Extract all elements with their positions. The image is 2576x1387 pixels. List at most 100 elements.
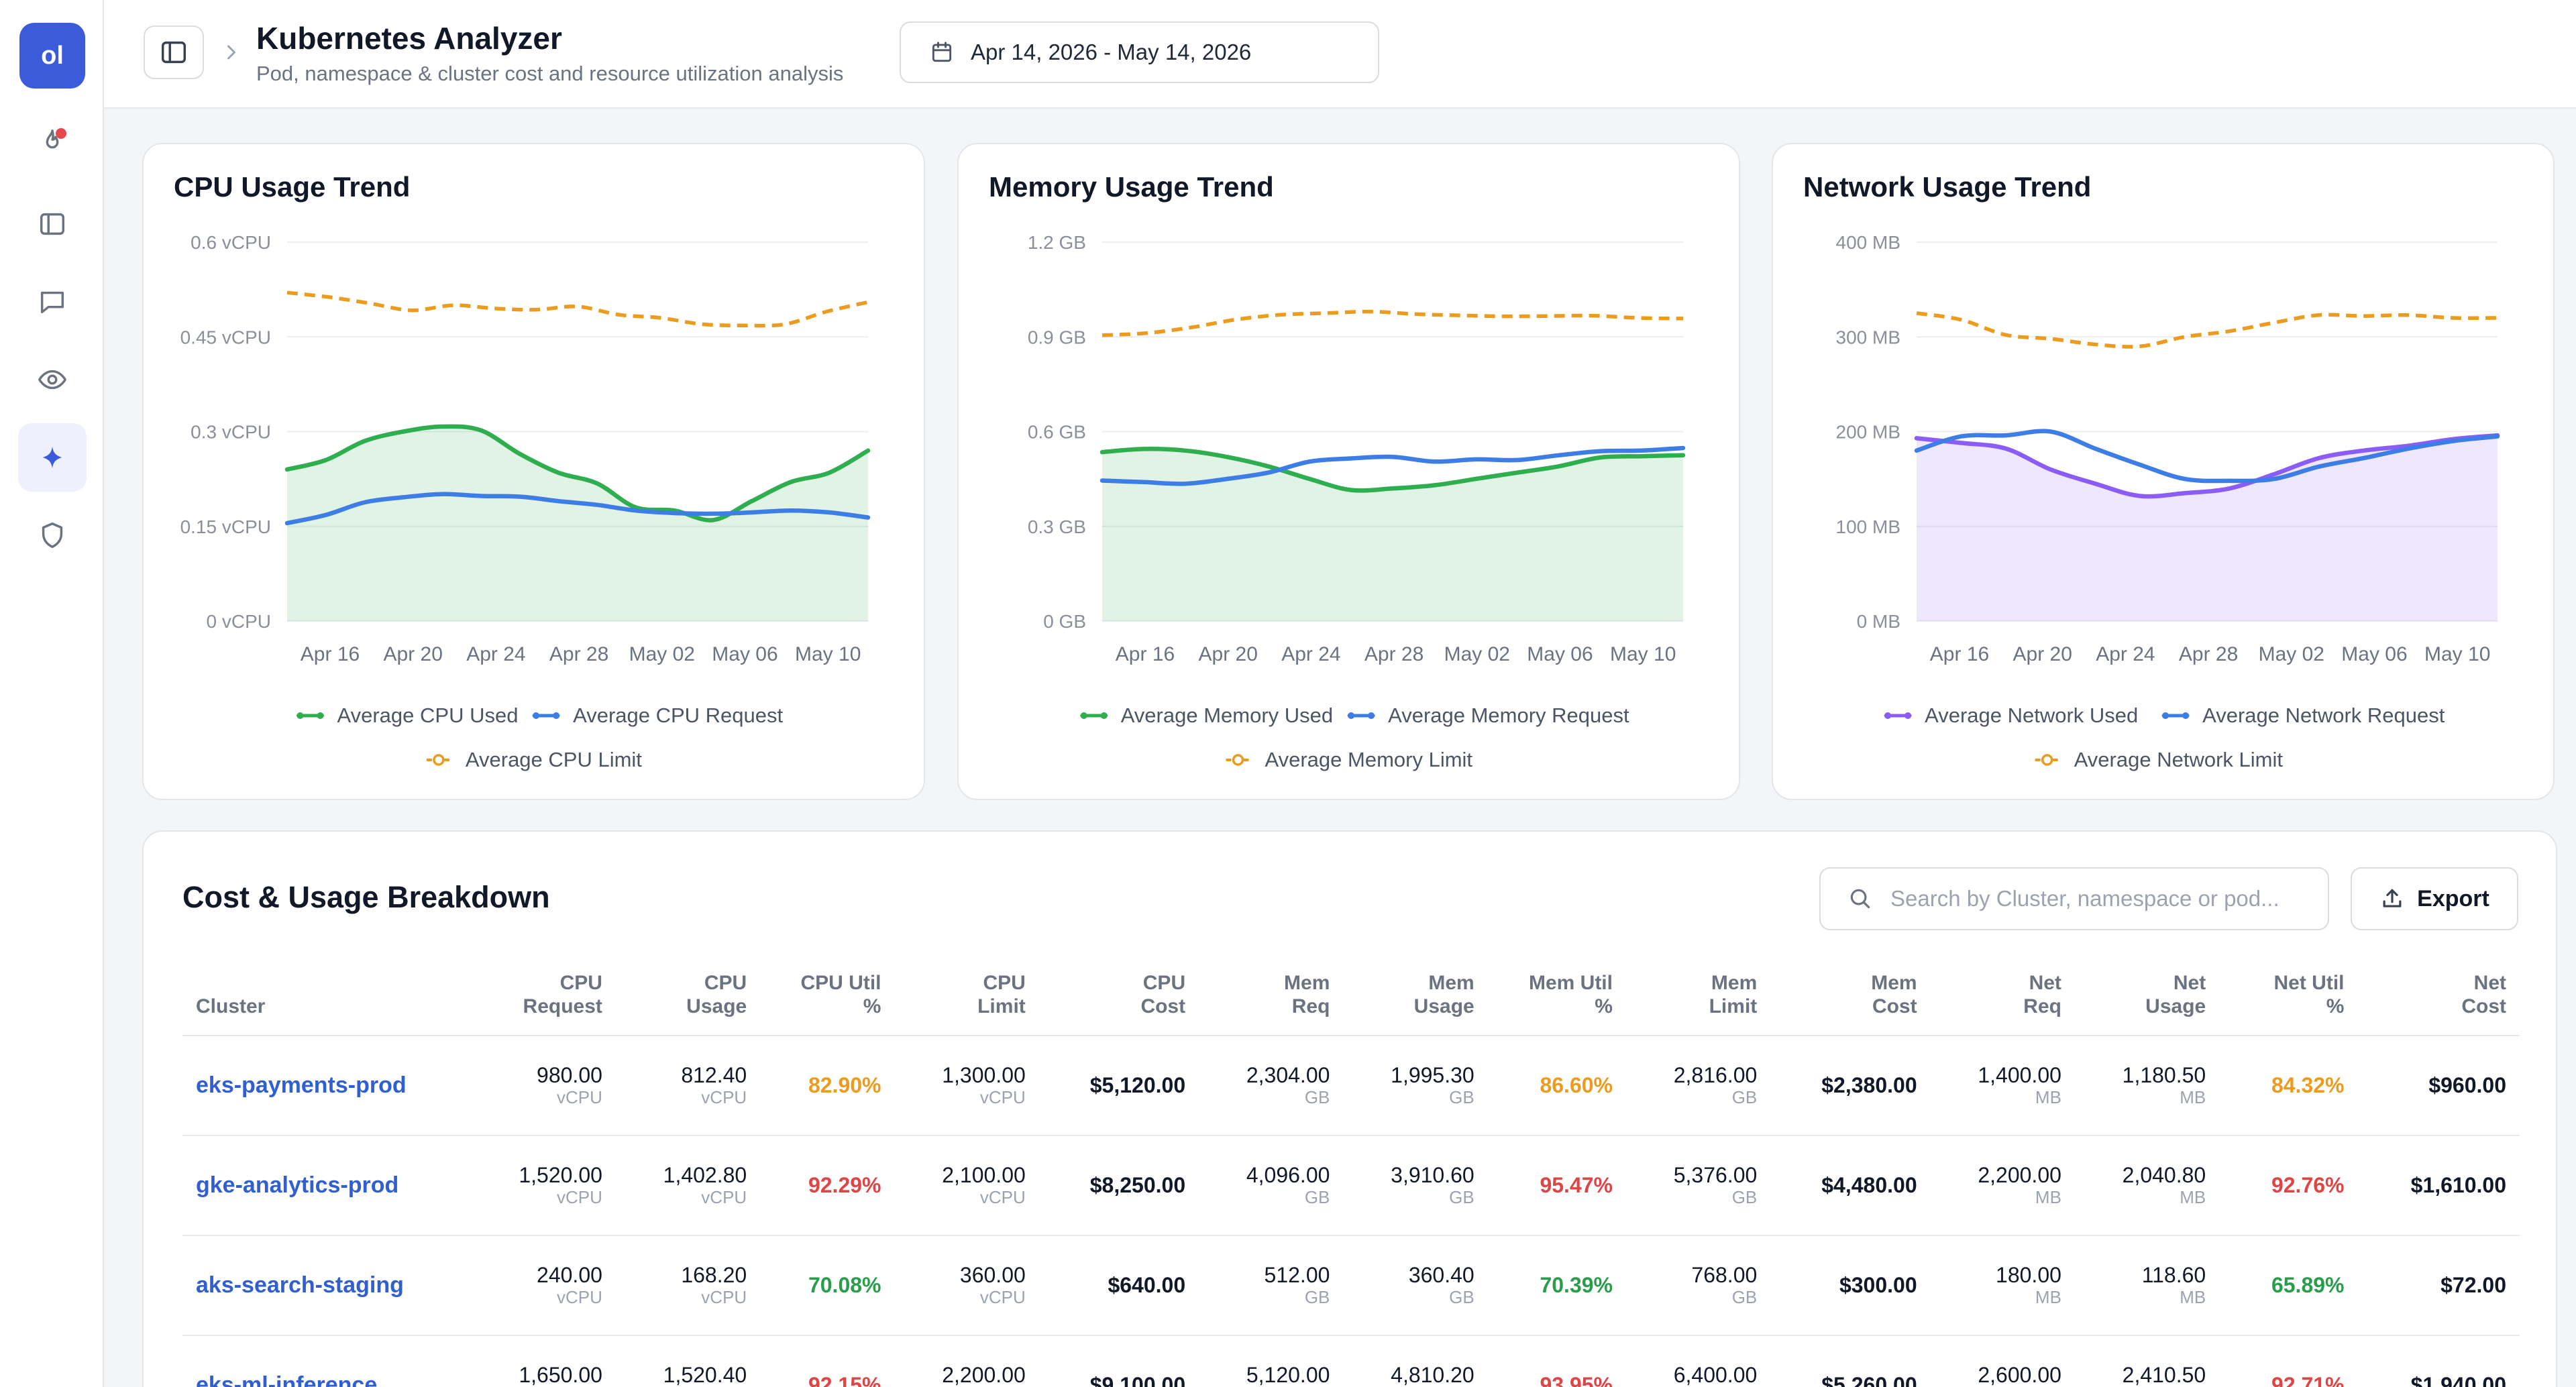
col-header-mem-usage[interactable]: Mem Usage xyxy=(1343,966,1488,1036)
sidebar-item-panels[interactable] xyxy=(18,190,87,258)
cell-value: 240.00 xyxy=(537,1263,602,1288)
table-cell: 2,304.00 GB xyxy=(1199,1035,1344,1136)
col-header-cpu-usage[interactable]: CPU Usage xyxy=(615,966,761,1036)
col-header-cluster[interactable]: Cluster xyxy=(182,966,472,1036)
cost-value: $5,260.00 xyxy=(1821,1372,1917,1387)
cell-value: 512.00 xyxy=(1264,1263,1330,1288)
table-cell: 180.00 MB xyxy=(1930,1235,2075,1336)
series-line xyxy=(1916,311,2498,349)
cluster-link[interactable]: eks-ml-inference xyxy=(196,1372,378,1387)
search-input[interactable] xyxy=(1890,886,2306,911)
cost-value: $72.00 xyxy=(2440,1272,2506,1297)
table-cell: $4,480.00 xyxy=(1770,1135,1931,1236)
table-row[interactable]: aks-search-staging 240.00 vCPU 168.20 vCPU 70… xyxy=(182,1235,2520,1336)
cell-unit: vCPU xyxy=(557,1087,602,1107)
series-line xyxy=(284,424,871,522)
cell-value: 118.60 xyxy=(2141,1263,2206,1288)
util-percent: 92.29% xyxy=(808,1172,881,1197)
sidebar-item-analyzer[interactable] xyxy=(18,423,87,492)
table-row[interactable]: eks-payments-prod 980.00 vCPU 812.40 vCPU 82.… xyxy=(182,1035,2520,1136)
table-cell: 1,300.00 vCPU xyxy=(894,1035,1039,1136)
x-tick-label: May 10 xyxy=(1610,643,1676,665)
col-header-cpu-limit[interactable]: CPU Limit xyxy=(894,966,1039,1036)
cell-value: 2,410.50 xyxy=(2122,1363,2206,1387)
sidebar-item-watch[interactable] xyxy=(18,345,87,414)
cell-unit: MB xyxy=(2035,1186,2061,1207)
cell-value: 4,810.20 xyxy=(1391,1363,1474,1387)
col-header-cpu-cost[interactable]: CPU Cost xyxy=(1038,966,1199,1036)
util-percent: 93.95% xyxy=(1540,1372,1613,1387)
cluster-link[interactable]: aks-search-staging xyxy=(196,1272,404,1298)
cell-value: 2,100.00 xyxy=(942,1163,1026,1188)
date-range-picker[interactable]: Apr 14, 2026 - May 14, 2026 xyxy=(900,21,1379,83)
cell-unit: GB xyxy=(1449,1186,1474,1207)
cluster-link[interactable]: eks-payments-prod xyxy=(196,1072,407,1098)
legend-marker xyxy=(2182,712,2190,719)
toggle-sidebar-button[interactable] xyxy=(144,25,204,79)
table-cell: eks-ml-inference xyxy=(182,1335,472,1387)
x-tick-label: May 06 xyxy=(712,643,777,665)
util-percent: 84.32% xyxy=(2271,1072,2345,1097)
cell-unit: GB xyxy=(1304,1186,1330,1207)
cell-unit: GB xyxy=(1304,1286,1330,1307)
x-tick-label: May 06 xyxy=(1527,643,1593,665)
cell-value: 2,200.00 xyxy=(942,1363,1026,1387)
chart-title: CPU Usage Trend xyxy=(174,171,411,203)
y-tick-label: 0 MB xyxy=(1857,611,1900,632)
col-header-cpu-util[interactable]: CPU Util% xyxy=(760,966,895,1036)
col-header-mem-util[interactable]: Mem Util% xyxy=(1487,966,1626,1036)
legend-marker xyxy=(1368,712,1375,719)
table-cell: 980.00 vCPU xyxy=(471,1035,616,1136)
memory-usage-chart-card: Memory Usage Trend 0 GB 0.3 GB 0.6 GB 0.9 G… xyxy=(957,143,1740,800)
network-usage-chart: 0 MB 100 MB 200 MB 300 MB 400 MB Apr 16 Apr 20… xyxy=(1836,232,2500,771)
x-tick-label: May 02 xyxy=(629,643,695,665)
cell-value: 1,300.00 xyxy=(942,1063,1026,1088)
table-row[interactable]: eks-ml-inference 1,650.00vCPU1,520.40vCPU… xyxy=(182,1335,2520,1387)
app-logo[interactable]: ol xyxy=(19,23,85,89)
col-header-net-usage[interactable]: Net Usage xyxy=(2074,966,2220,1036)
cost-value: $1,610.00 xyxy=(2410,1172,2506,1197)
col-header-mem-cost[interactable]: Mem Cost xyxy=(1770,966,1931,1036)
shield-icon xyxy=(42,522,63,548)
cluster-link[interactable]: gke-analytics-prod xyxy=(196,1172,399,1198)
search-field[interactable] xyxy=(1819,867,2329,930)
table-row[interactable]: gke-analytics-prod 1,520.00 vCPU 1,402.80 vC… xyxy=(182,1135,2520,1236)
y-tick-label: 0.3 vCPU xyxy=(191,422,271,443)
sidebar-item-security[interactable] xyxy=(18,501,87,569)
legend-marker xyxy=(553,712,560,719)
table-cell: $960.00 xyxy=(2357,1035,2520,1136)
x-tick-label: Apr 16 xyxy=(1116,643,1175,665)
table-cell: 1,995.30 GB xyxy=(1343,1035,1488,1136)
col-header-cpu-request[interactable]: CPU Request xyxy=(471,966,616,1036)
table-cell: 168.20 vCPU xyxy=(615,1235,761,1336)
col-header-mem-limit[interactable]: Mem Limit xyxy=(1625,966,1771,1036)
legend-marker xyxy=(1232,754,1244,766)
page-title: Kubernetes Analyzer xyxy=(256,21,562,56)
sidebar-item-chat[interactable] xyxy=(18,268,87,336)
table-cell: 118.60 MB xyxy=(2074,1235,2220,1336)
table-cell: 1,520.00 vCPU xyxy=(471,1135,616,1236)
x-tick-label: May 06 xyxy=(2341,643,2407,665)
legend-marker xyxy=(1884,712,1892,719)
col-header-net-req[interactable]: Net Req xyxy=(1930,966,2075,1036)
col-header-mem-req[interactable]: Mem Req xyxy=(1199,966,1344,1036)
table-cell: eks-payments-prod xyxy=(182,1035,472,1136)
y-tick-label: 0.6 GB xyxy=(1028,422,1086,443)
chevron-right-icon xyxy=(227,45,235,60)
legend-label: Average CPU Request xyxy=(573,704,783,727)
export-button[interactable]: Export xyxy=(2351,867,2518,930)
table-cell: 70.39% xyxy=(1487,1235,1626,1336)
util-percent: 95.47% xyxy=(1540,1172,1613,1197)
util-percent: 65.89% xyxy=(2271,1272,2345,1297)
legend-marker xyxy=(1100,712,1108,719)
sidebar-item-flame[interactable] xyxy=(18,108,87,176)
table-cell: 92.15% xyxy=(760,1335,895,1387)
top-header: Kubernetes Analyzer Pod, namespace & clu… xyxy=(104,0,2576,109)
cpu-usage-chart-card: CPU Usage Trend 0 vCPU 0.15 vCPU 0.3 vCPU 0… xyxy=(142,143,925,800)
cell-unit: GB xyxy=(1449,1087,1474,1107)
table-cell: aks-search-staging xyxy=(182,1235,472,1336)
col-header-net-util[interactable]: Net Util% xyxy=(2219,966,2358,1036)
col-header-net-cost[interactable]: Net Cost xyxy=(2357,966,2520,1036)
cell-value: 2,816.00 xyxy=(1673,1063,1758,1088)
